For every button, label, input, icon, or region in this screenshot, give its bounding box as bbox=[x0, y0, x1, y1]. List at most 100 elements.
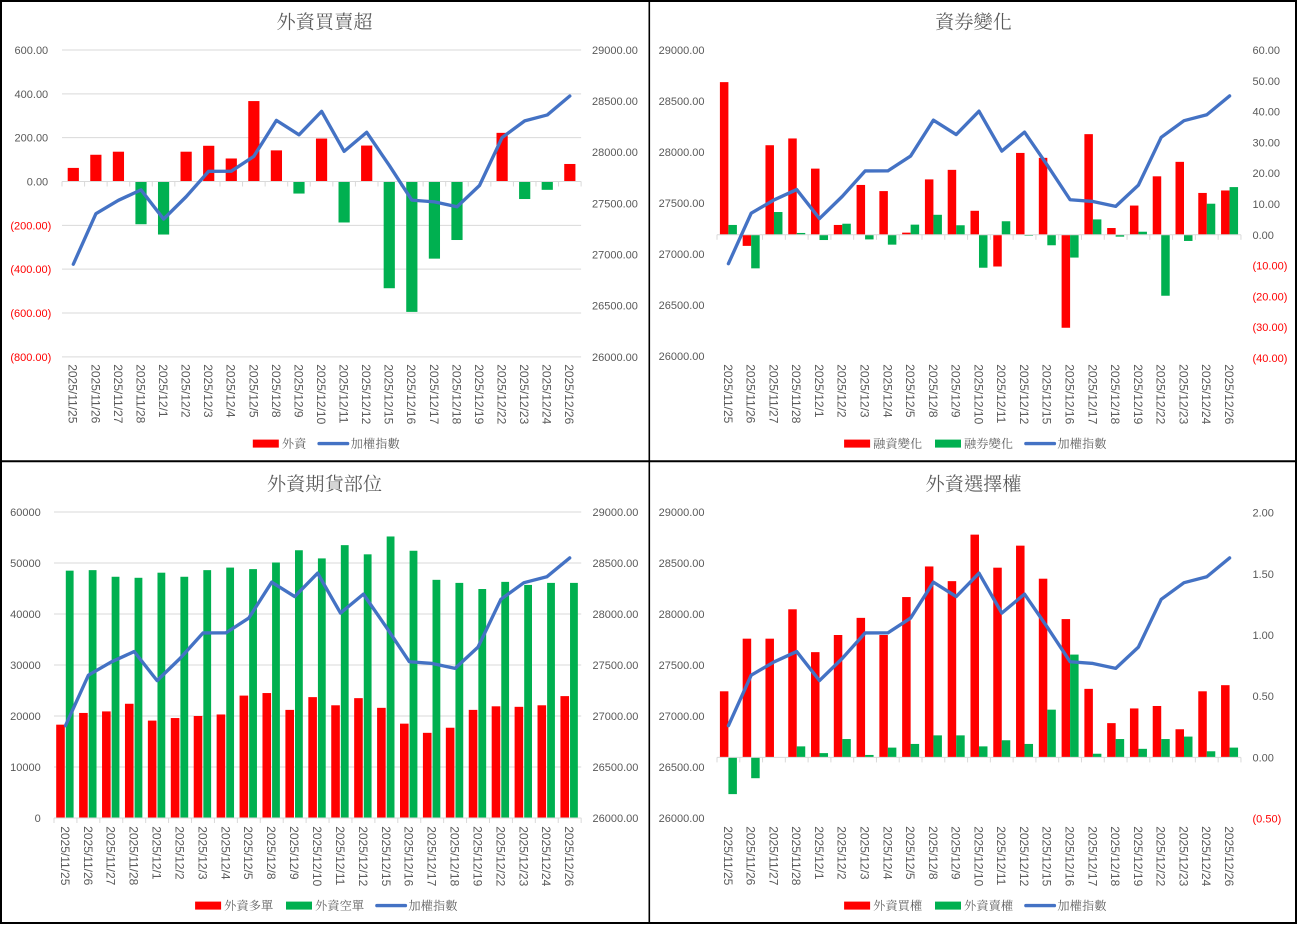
svg-text:27000.00: 27000.00 bbox=[593, 711, 639, 723]
svg-text:2025/12/9: 2025/12/9 bbox=[287, 826, 301, 880]
svg-text:2025/12/8: 2025/12/8 bbox=[269, 364, 283, 418]
svg-text:29000.00: 29000.00 bbox=[593, 507, 639, 519]
svg-text:50.00: 50.00 bbox=[1253, 76, 1281, 88]
svg-text:20000: 20000 bbox=[10, 711, 41, 723]
svg-text:2025/12/5: 2025/12/5 bbox=[241, 826, 255, 880]
svg-text:(400.00): (400.00) bbox=[10, 264, 51, 276]
svg-text:0.00: 0.00 bbox=[1253, 752, 1274, 764]
svg-text:2025/12/17: 2025/12/17 bbox=[425, 826, 439, 886]
svg-text:2025/11/28: 2025/11/28 bbox=[127, 826, 141, 885]
svg-text:28000.00: 28000.00 bbox=[592, 147, 638, 159]
svg-text:2025/12/1: 2025/12/1 bbox=[812, 364, 826, 418]
svg-text:2025/12/23: 2025/12/23 bbox=[516, 826, 530, 886]
svg-text:2025/12/24: 2025/12/24 bbox=[1199, 364, 1213, 424]
svg-text:2025/12/1: 2025/12/1 bbox=[156, 364, 170, 418]
svg-text:2025/12/11: 2025/12/11 bbox=[994, 826, 1008, 885]
svg-text:26500.00: 26500.00 bbox=[592, 301, 638, 313]
svg-text:(20.00): (20.00) bbox=[1253, 291, 1288, 303]
svg-text:2025/12/11: 2025/12/11 bbox=[994, 364, 1008, 423]
svg-text:60.00: 60.00 bbox=[1253, 45, 1281, 57]
svg-text:29000.00: 29000.00 bbox=[659, 507, 705, 519]
svg-text:29000.00: 29000.00 bbox=[592, 45, 638, 57]
svg-text:40000: 40000 bbox=[10, 609, 41, 621]
svg-text:29000.00: 29000.00 bbox=[659, 45, 705, 57]
svg-text:2025/11/28: 2025/11/28 bbox=[789, 826, 803, 885]
svg-text:2025/12/16: 2025/12/16 bbox=[404, 364, 418, 424]
svg-text:2025/12/2: 2025/12/2 bbox=[172, 826, 186, 880]
svg-text:27500.00: 27500.00 bbox=[659, 660, 705, 672]
svg-text:2025/12/4: 2025/12/4 bbox=[218, 826, 232, 880]
svg-text:26000.00: 26000.00 bbox=[659, 813, 705, 825]
svg-text:2025/12/3: 2025/12/3 bbox=[857, 364, 871, 418]
svg-text:2025/11/25: 2025/11/25 bbox=[58, 826, 72, 885]
svg-text:27000.00: 27000.00 bbox=[659, 711, 705, 723]
svg-text:(10.00): (10.00) bbox=[1253, 261, 1288, 273]
svg-text:2025/12/23: 2025/12/23 bbox=[1176, 826, 1190, 886]
svg-text:10000: 10000 bbox=[10, 762, 41, 774]
svg-text:200.00: 200.00 bbox=[15, 133, 49, 145]
svg-text:0.00: 0.00 bbox=[27, 176, 48, 188]
svg-text:2025/12/9: 2025/12/9 bbox=[291, 364, 305, 418]
svg-text:26500.00: 26500.00 bbox=[659, 762, 705, 774]
svg-text:2025/11/26: 2025/11/26 bbox=[81, 826, 95, 885]
svg-text:2025/11/28: 2025/11/28 bbox=[789, 364, 803, 423]
svg-text:2025/12/1: 2025/12/1 bbox=[812, 826, 826, 880]
svg-text:2025/12/16: 2025/12/16 bbox=[402, 826, 416, 886]
svg-text:2025/12/4: 2025/12/4 bbox=[224, 364, 238, 418]
svg-text:2025/12/15: 2025/12/15 bbox=[382, 364, 396, 424]
svg-text:2025/12/16: 2025/12/16 bbox=[1062, 364, 1076, 424]
svg-text:2025/12/2: 2025/12/2 bbox=[835, 364, 849, 418]
svg-text:2025/12/26: 2025/12/26 bbox=[562, 364, 576, 424]
svg-text:2025/12/8: 2025/12/8 bbox=[926, 826, 940, 880]
svg-text:2025/12/10: 2025/12/10 bbox=[971, 364, 985, 424]
svg-text:2025/12/8: 2025/12/8 bbox=[264, 826, 278, 880]
svg-text:26500.00: 26500.00 bbox=[659, 300, 705, 312]
svg-text:2025/11/25: 2025/11/25 bbox=[721, 364, 735, 423]
svg-text:28500.00: 28500.00 bbox=[592, 96, 638, 108]
svg-text:26000.00: 26000.00 bbox=[593, 813, 639, 825]
svg-text:27500.00: 27500.00 bbox=[593, 660, 639, 672]
svg-text:2025/12/17: 2025/12/17 bbox=[1085, 364, 1099, 424]
svg-text:(40.00): (40.00) bbox=[1253, 353, 1288, 365]
svg-text:2025/12/24: 2025/12/24 bbox=[1199, 826, 1213, 886]
svg-text:2025/11/26: 2025/11/26 bbox=[744, 364, 758, 423]
svg-text:2025/12/26: 2025/12/26 bbox=[562, 826, 576, 886]
svg-text:2025/12/24: 2025/12/24 bbox=[540, 364, 554, 424]
svg-text:28500.00: 28500.00 bbox=[593, 558, 639, 570]
svg-text:2025/12/5: 2025/12/5 bbox=[246, 364, 260, 418]
svg-text:(30.00): (30.00) bbox=[1253, 322, 1288, 334]
svg-text:2025/12/5: 2025/12/5 bbox=[903, 364, 917, 418]
svg-text:(800.00): (800.00) bbox=[10, 352, 51, 364]
svg-text:2025/12/10: 2025/12/10 bbox=[314, 364, 328, 424]
svg-text:2025/12/18: 2025/12/18 bbox=[448, 826, 462, 886]
svg-text:2025/12/17: 2025/12/17 bbox=[427, 364, 441, 424]
svg-text:2025/12/19: 2025/12/19 bbox=[472, 364, 486, 424]
svg-text:2025/12/22: 2025/12/22 bbox=[1154, 364, 1168, 424]
svg-text:2025/12/15: 2025/12/15 bbox=[379, 826, 393, 886]
svg-text:2.00: 2.00 bbox=[1253, 508, 1274, 520]
svg-text:26000.00: 26000.00 bbox=[659, 351, 705, 363]
svg-text:2025/12/11: 2025/12/11 bbox=[337, 364, 351, 423]
svg-text:2025/12/23: 2025/12/23 bbox=[1176, 364, 1190, 424]
svg-text:28500.00: 28500.00 bbox=[659, 558, 705, 570]
svg-text:2025/12/23: 2025/12/23 bbox=[517, 364, 531, 424]
svg-text:2025/11/26: 2025/11/26 bbox=[744, 826, 758, 885]
svg-text:26500.00: 26500.00 bbox=[593, 762, 639, 774]
svg-text:2025/12/12: 2025/12/12 bbox=[1017, 364, 1031, 424]
svg-text:2025/12/19: 2025/12/19 bbox=[1131, 364, 1145, 424]
svg-text:27500.00: 27500.00 bbox=[592, 198, 638, 210]
svg-text:26000.00: 26000.00 bbox=[592, 352, 638, 364]
svg-text:60000: 60000 bbox=[10, 507, 41, 519]
svg-text:400.00: 400.00 bbox=[15, 89, 49, 101]
svg-text:20.00: 20.00 bbox=[1253, 168, 1281, 180]
svg-text:2025/12/18: 2025/12/18 bbox=[1108, 364, 1122, 424]
svg-text:2025/12/3: 2025/12/3 bbox=[201, 364, 215, 418]
svg-text:2025/12/3: 2025/12/3 bbox=[857, 826, 871, 880]
svg-text:2025/12/12: 2025/12/12 bbox=[359, 364, 373, 424]
svg-text:1.00: 1.00 bbox=[1253, 630, 1274, 642]
svg-text:2025/12/17: 2025/12/17 bbox=[1085, 826, 1099, 886]
svg-text:2025/12/19: 2025/12/19 bbox=[1131, 826, 1145, 886]
svg-text:2025/11/27: 2025/11/27 bbox=[104, 826, 118, 885]
svg-text:2025/12/18: 2025/12/18 bbox=[1108, 826, 1122, 886]
svg-text:2025/12/3: 2025/12/3 bbox=[195, 826, 209, 880]
